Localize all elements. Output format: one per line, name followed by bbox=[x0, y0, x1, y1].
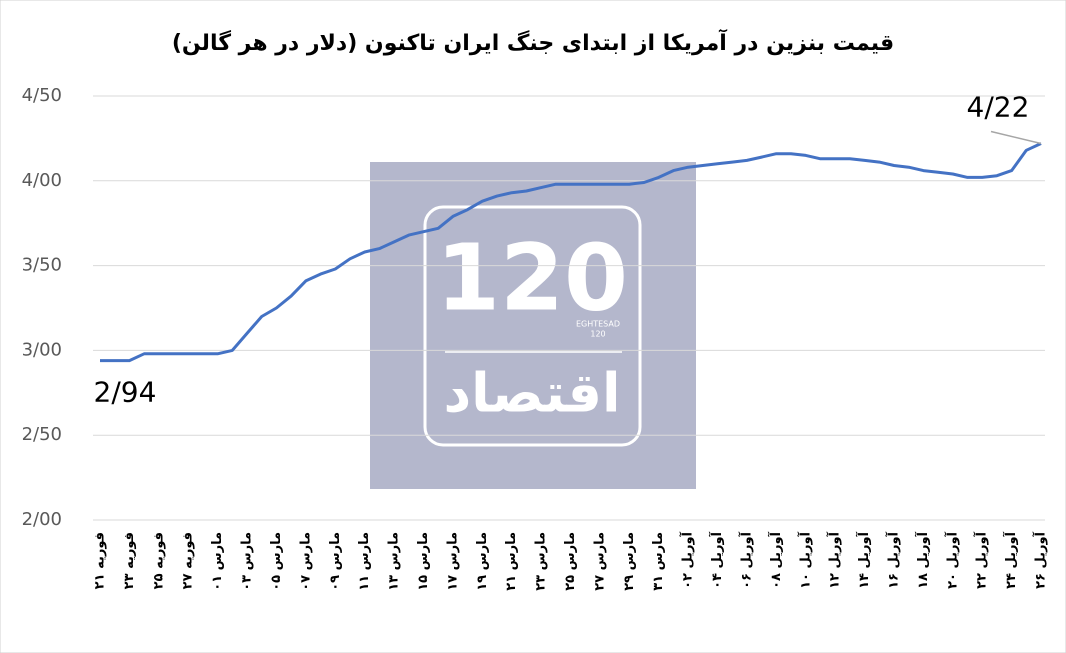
x-tick-label: ۱۰ آوریل bbox=[796, 531, 813, 588]
x-tick-label: ۱۸ آوریل bbox=[914, 531, 931, 588]
x-tick-label: ۰۹ مارس bbox=[328, 532, 343, 591]
data-label: 4/22 bbox=[967, 90, 1030, 123]
y-tick-label: 3/50 bbox=[22, 255, 62, 276]
x-tick-label: ۲۹ مارس bbox=[622, 532, 637, 591]
watermark-text: EGHTESAD bbox=[576, 320, 620, 329]
watermark-text: 120 bbox=[590, 330, 605, 339]
label-leader bbox=[990, 130, 1042, 145]
x-tick-label: ۲۵ مارس bbox=[563, 532, 578, 591]
x-tick-label: ۲۶ آوریل bbox=[1032, 531, 1049, 588]
x-tick-label: ۲۱ مارس bbox=[504, 532, 519, 591]
y-tick-label: 4/00 bbox=[22, 170, 62, 191]
x-tick-label: ۱۲ آوریل bbox=[826, 531, 843, 588]
y-tick-label: 4/50 bbox=[22, 85, 62, 106]
x-tick-label: ۰۲ آوریل bbox=[679, 531, 696, 588]
x-tick-label: ۳۱ مارس bbox=[651, 532, 666, 591]
x-tick-label: ۲۱ فوریه bbox=[93, 532, 108, 589]
x-tick-label: ۲۰ آوریل bbox=[943, 531, 960, 588]
x-tick-label: ۱۴ آوریل bbox=[855, 531, 872, 588]
x-tick-label: ۰۵ مارس bbox=[269, 532, 284, 591]
x-tick-label: ۲۲ آوریل bbox=[973, 531, 990, 588]
x-tick-label: ۲۵ فوریه bbox=[151, 532, 166, 589]
watermark-text: اقتصاد bbox=[443, 362, 620, 425]
y-tick-label: 2/00 bbox=[22, 509, 62, 530]
watermark-logo: 120 bbox=[436, 224, 628, 331]
data-label: 2/94 bbox=[94, 376, 157, 409]
x-tick-label: ۰۶ آوریل bbox=[737, 531, 754, 588]
x-tick-label: ۰۴ آوریل bbox=[708, 531, 725, 588]
x-tick-label: ۱۱ مارس bbox=[357, 532, 372, 591]
x-tick-label: ۰۱ مارس bbox=[210, 532, 225, 591]
x-tick-label: ۲۴ آوریل bbox=[1002, 531, 1019, 588]
x-tick-label: ۰۳ مارس bbox=[240, 532, 255, 591]
data-line bbox=[100, 142, 1042, 363]
watermark-frame bbox=[423, 205, 642, 447]
x-tick-label: ۱۵ مارس bbox=[416, 532, 431, 591]
x-tick-label: ۲۳ مارس bbox=[534, 532, 549, 591]
x-tick-label: ۰۷ مارس bbox=[298, 532, 313, 591]
x-tick-label: ۲۷ فوریه bbox=[181, 532, 196, 589]
y-tick-label: 3/00 bbox=[22, 339, 62, 360]
x-tick-label: ۲۳ فوریه bbox=[122, 532, 137, 589]
y-tick-label: 2/50 bbox=[22, 424, 62, 445]
x-tick-label: ۲۷ مارس bbox=[592, 532, 607, 591]
x-tick-label: ۱۳ مارس bbox=[387, 532, 402, 591]
x-tick-label: ۱۶ آوریل bbox=[884, 531, 901, 588]
x-tick-label: ۱۹ مارس bbox=[475, 532, 490, 591]
chart-title: قیمت بنزین در آمریکا از ابتدای جنگ ایران… bbox=[172, 28, 894, 56]
x-tick-label: ۰۸ آوریل bbox=[767, 531, 784, 588]
x-tick-label: ۱۷ مارس bbox=[445, 532, 460, 591]
